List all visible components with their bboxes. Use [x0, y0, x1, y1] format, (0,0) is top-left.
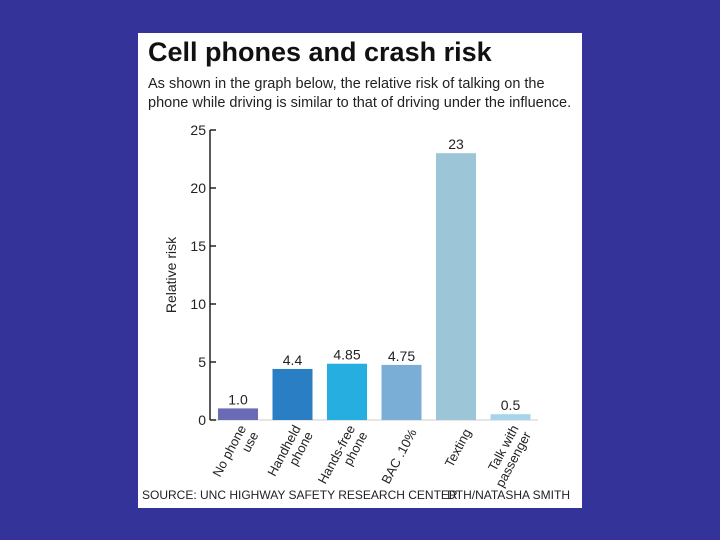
- x-tick-label: Hands-freephone: [315, 422, 371, 492]
- chart-labels: 1.0 No phoneuse 4.4 Handheldphone 4.85 Hands-…: [209, 136, 534, 492]
- y-tick-label: 20: [190, 180, 206, 196]
- photo-credit: DTH/NATASHA SMITH: [447, 488, 570, 502]
- bar-chart: 0 5 10 15 20 25 Relative risk 1.0 No phoneuse 4.…: [163, 122, 538, 492]
- bar-value-label: 4.85: [333, 347, 360, 363]
- bar: [490, 414, 531, 420]
- y-tick-label: 5: [198, 354, 206, 370]
- bar: [381, 364, 422, 420]
- y-tick-label: 10: [190, 296, 206, 312]
- chart-axes: 0 5 10 15 20 25 Relative risk: [163, 122, 538, 428]
- x-tick-label: Handheldphone: [264, 422, 316, 485]
- chart-subtitle: As shown in the graph below, the relativ…: [148, 76, 572, 111]
- x-tick-label: Texting: [442, 426, 475, 469]
- chart-title: Cell phones and crash risk: [148, 37, 492, 67]
- bar-value-label: 4.4: [283, 352, 303, 368]
- chart-card: Cell phones and crash risk As shown in t…: [138, 33, 582, 508]
- x-tick-label: BAC .10%: [378, 426, 420, 486]
- bar: [436, 153, 476, 420]
- bar-value-label: 1.0: [228, 391, 248, 407]
- y-tick-label: 15: [190, 238, 206, 254]
- bar-value-label: 23: [448, 136, 464, 152]
- y-axis-label: Relative risk: [163, 236, 179, 313]
- bar-value-label: 0.5: [501, 397, 521, 413]
- x-tick-label: No phoneuse: [209, 422, 261, 485]
- chart-bars: [218, 153, 531, 420]
- x-tick-label: Talk withpassenger: [480, 422, 534, 490]
- source-credit: SOURCE: UNC HIGHWAY SAFETY RESEARCH CENT…: [142, 488, 458, 502]
- y-tick-label: 0: [198, 412, 206, 428]
- bar: [327, 363, 367, 420]
- bar: [272, 368, 313, 420]
- y-tick-label: 25: [190, 122, 206, 138]
- bar-value-label: 4.75: [388, 348, 415, 364]
- bar: [218, 408, 258, 420]
